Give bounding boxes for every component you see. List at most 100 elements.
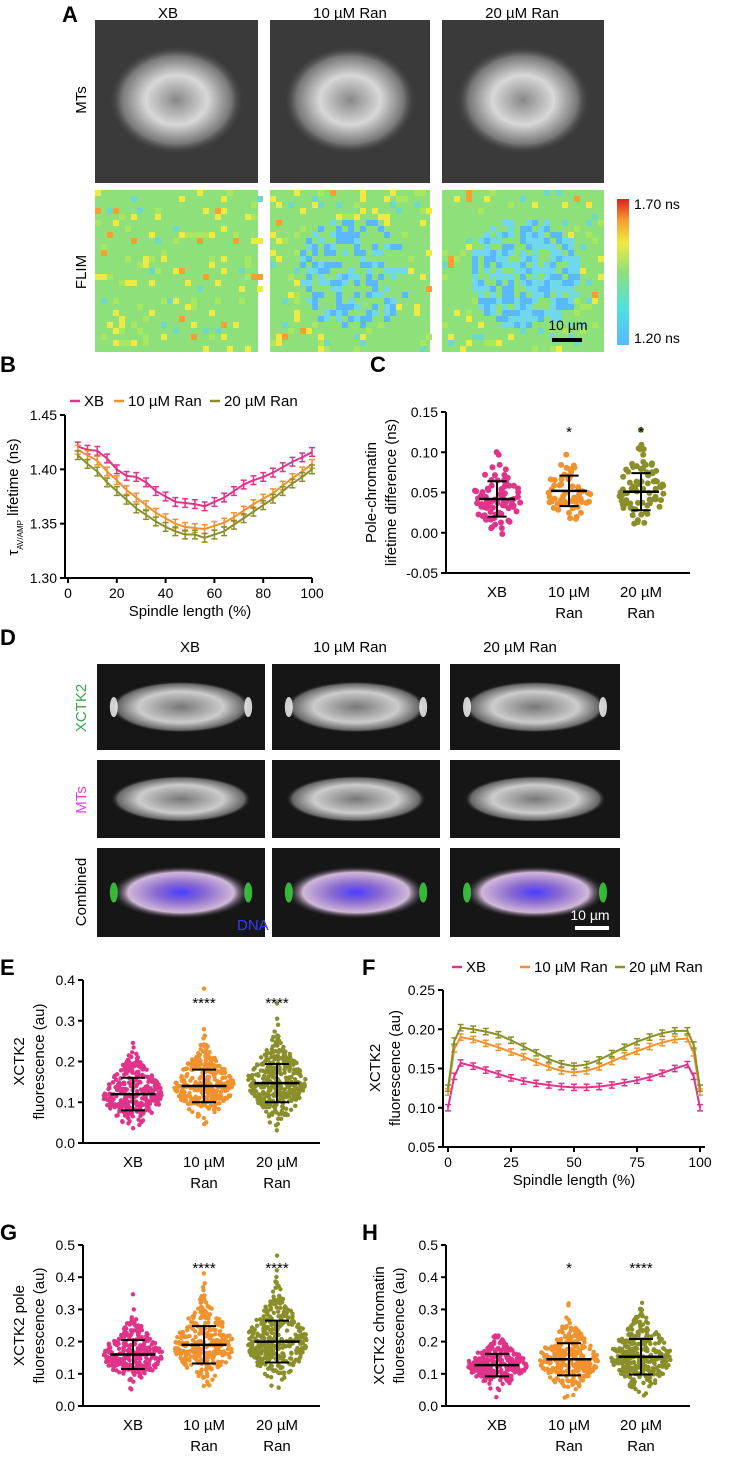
flim-pixel — [173, 298, 179, 304]
flim-pixel — [336, 286, 342, 292]
data-point — [258, 1317, 263, 1322]
data-point — [583, 499, 590, 506]
flim-pixel — [472, 256, 478, 262]
flim-pixel — [330, 310, 336, 316]
flim-pixel — [155, 208, 161, 214]
data-point — [274, 1128, 280, 1133]
data-point — [637, 1374, 642, 1380]
flim-pixel — [233, 238, 239, 244]
data-point — [495, 451, 502, 458]
data-point — [223, 1088, 228, 1094]
flim-pixel — [580, 322, 586, 328]
flim-pixel — [550, 256, 556, 262]
data-point — [565, 509, 572, 516]
data-point — [106, 1363, 111, 1368]
data-point — [122, 1333, 127, 1339]
flim-pixel — [448, 256, 454, 262]
data-point — [213, 1327, 218, 1333]
flim-pixel — [574, 298, 580, 304]
data-point — [130, 1040, 136, 1046]
x-tick-label: XB — [123, 1417, 143, 1434]
data-point — [195, 1306, 201, 1311]
data-point — [541, 1365, 546, 1370]
flim-pixel — [598, 256, 604, 262]
flim-pixel — [360, 190, 366, 196]
data-point — [128, 1386, 133, 1391]
y-axis-label: Pole-chromatin — [363, 442, 380, 543]
data-point — [660, 1359, 665, 1365]
data-point — [277, 1039, 282, 1045]
flim-pixel — [251, 274, 257, 280]
flim-pixel — [532, 286, 538, 292]
flim-pixel — [420, 190, 426, 196]
data-point — [125, 1099, 131, 1104]
data-point — [270, 1289, 276, 1294]
data-point — [271, 1310, 277, 1315]
data-point — [580, 1378, 586, 1383]
data-point — [475, 1350, 481, 1355]
data-point — [620, 1337, 625, 1343]
flim-pixel — [550, 298, 556, 304]
flim-pixel — [354, 244, 360, 250]
data-point — [264, 1104, 269, 1110]
flim-pixel — [550, 310, 556, 316]
flim-pixel — [562, 268, 568, 274]
flim-pixel — [520, 304, 526, 310]
flim-pixel — [191, 298, 197, 304]
y-tick-label: 0.3 — [56, 1301, 76, 1317]
flim-pixel — [270, 340, 276, 346]
x-tick-label: XB — [487, 584, 507, 601]
flim-pixel — [221, 256, 227, 262]
data-point — [644, 480, 651, 487]
data-point — [566, 1331, 572, 1337]
data-point — [515, 489, 522, 496]
data-point — [619, 501, 626, 508]
flim-pixel — [342, 310, 348, 316]
colorbar-min-label: 1.20 ns — [634, 330, 680, 346]
flim-pixel — [288, 292, 294, 298]
data-point — [580, 1364, 585, 1370]
flim-pixel — [544, 190, 550, 196]
data-point — [281, 1354, 287, 1359]
flim-pixel — [384, 244, 390, 250]
data-point — [178, 1352, 184, 1357]
flim-pixel — [324, 340, 330, 346]
flim-pixel — [562, 202, 568, 208]
data-point — [492, 521, 499, 528]
flim-pixel — [348, 238, 354, 244]
y-tick-label: -0.05 — [406, 565, 438, 581]
data-point — [258, 1100, 263, 1106]
flim-pixel — [366, 292, 372, 298]
data-point — [296, 1359, 302, 1364]
flim-pixel — [107, 208, 113, 214]
data-point — [113, 1077, 119, 1082]
flim-pixel — [143, 256, 149, 262]
data-point — [201, 1027, 207, 1032]
data-point — [263, 1345, 269, 1350]
flim-pixel — [227, 190, 233, 196]
flim-pixel — [526, 322, 532, 328]
data-point — [551, 495, 558, 502]
x-tick-label: 10 µM — [548, 1417, 590, 1434]
flim-pixel — [526, 220, 532, 226]
y-tick-label: 1.30 — [30, 570, 57, 586]
flim-pixel — [408, 256, 414, 262]
data-point — [483, 504, 490, 511]
flim-pixel — [478, 250, 484, 256]
spindle-pole — [463, 882, 471, 903]
data-point — [285, 1315, 290, 1320]
data-point — [569, 483, 576, 490]
data-point — [523, 1361, 528, 1367]
flim-pixel — [442, 262, 448, 268]
data-point — [254, 1094, 260, 1100]
data-point — [209, 1333, 214, 1338]
data-point — [303, 1336, 309, 1341]
flim-pixel — [390, 310, 396, 316]
data-point — [193, 1079, 198, 1085]
x-tick-label: 100 — [300, 585, 324, 601]
data-point — [557, 1353, 562, 1359]
flim-pixel — [101, 334, 107, 340]
flim-pixel — [568, 304, 574, 310]
data-point — [128, 1332, 134, 1338]
flim-pixel — [360, 334, 366, 340]
